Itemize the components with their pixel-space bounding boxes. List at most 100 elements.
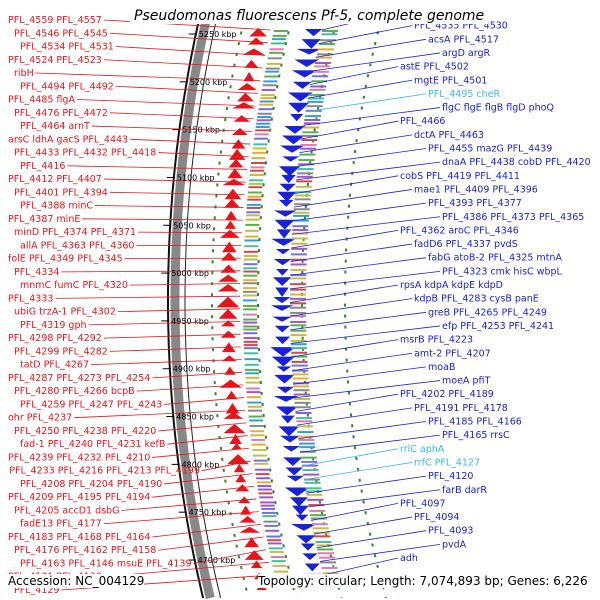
- cog-stripe: [294, 401, 311, 404]
- forward-gene-leader: [316, 530, 427, 549]
- cog-stripe: [260, 94, 275, 97]
- kbp-tick-label: 5000 kbp: [171, 269, 209, 278]
- reverse-gene-leader: [164, 473, 253, 485]
- cog-stripe: [316, 53, 333, 56]
- cog-stripe: [297, 431, 314, 434]
- cog-stripe: [243, 321, 258, 324]
- cog-stripe: [301, 464, 318, 467]
- cog-stripe: [259, 100, 274, 103]
- cog-stripe: [264, 524, 279, 527]
- forward-gene-block: [301, 39, 321, 49]
- cog-stripe: [263, 520, 278, 523]
- kbp-tick-label: 4950 kbp: [171, 317, 209, 326]
- cog-stripe: [309, 509, 326, 512]
- cog-stripe: [295, 411, 312, 414]
- forward-gene-label: argD argR: [442, 48, 491, 59]
- cog-stripe: [243, 263, 258, 266]
- reverse-gene-leader: [117, 308, 241, 313]
- cog-stripe: [321, 566, 338, 569]
- forward-gene-block: [275, 249, 291, 255]
- forward-gene-block: [275, 287, 289, 297]
- reverse-gene-block: [222, 241, 237, 253]
- forward-gene-block: [290, 114, 304, 122]
- forward-gene-block: [276, 366, 292, 372]
- reverse-gene-leader: [115, 85, 258, 94]
- cog-stripe: [244, 245, 259, 248]
- cog-stripe: [293, 389, 310, 392]
- reverse-gene-label: allA PFL_4363 PFL_4360: [20, 240, 134, 251]
- reverse-gene-block: [244, 537, 260, 548]
- kbp-tick-label: 5250 kbp: [199, 30, 237, 39]
- cog-stripe: [290, 343, 307, 346]
- forward-gene-label: PFL_4093: [428, 526, 473, 537]
- cog-stripe: [269, 51, 283, 54]
- cog-stripe: [249, 424, 264, 427]
- forward-gene-label: PFL_4202 PFL_4189: [400, 389, 494, 400]
- cog-stripe: [257, 485, 272, 488]
- reverse-gene-block: [231, 443, 242, 450]
- forward-gene-leader: [300, 434, 441, 453]
- cog-stripe: [244, 363, 259, 366]
- cog-stripe: [246, 211, 261, 214]
- reverse-gene-block: [227, 168, 243, 179]
- forward-gene-label: moaB: [428, 362, 455, 373]
- cog-stripe: [255, 129, 270, 132]
- cog-stripe: [243, 299, 257, 302]
- cog-stripe: [248, 415, 263, 418]
- reverse-gene-label: PFL_4401 PFL_4394: [14, 187, 108, 198]
- cog-stripe: [256, 481, 271, 484]
- cog-stripe: [298, 442, 315, 445]
- gc-ring: [257, 9, 297, 599]
- cog-stripe: [244, 358, 259, 361]
- cog-stripe: [290, 339, 307, 342]
- cog-stripe: [256, 477, 271, 480]
- cog-stripe: [294, 397, 311, 400]
- cog-stripe: [244, 250, 258, 253]
- reverse-gene-leader: [167, 435, 248, 445]
- reverse-gene-block: [223, 423, 246, 434]
- forward-gene-block: [292, 505, 309, 516]
- forward-gene-leader: [307, 79, 413, 99]
- reverse-gene-leader: [158, 536, 264, 551]
- kbp-tick-label: 5050 kbp: [173, 221, 211, 230]
- cog-stripe: [244, 235, 259, 238]
- cog-stripe: [297, 168, 314, 171]
- reverse-gene-block: [220, 320, 236, 327]
- cog-stripe: [243, 340, 258, 343]
- forward-gene-block: [300, 543, 315, 551]
- reverse-gene-leader: [82, 218, 243, 221]
- reverse-gene-block: [224, 198, 240, 208]
- forward-gene-label: PFL_4466: [400, 116, 445, 127]
- forward-gene-block: [274, 210, 297, 217]
- reverse-gene-block: [220, 252, 237, 261]
- reverse-gene-block: [218, 274, 239, 282]
- reverse-gene-label: PFL_4476 PFL_4472: [14, 108, 108, 119]
- backbone-ring: [170, 8, 215, 600]
- forward-gene-label: mae1 PFL_4409 PFL_4396: [414, 184, 538, 195]
- forward-gene-leader: [294, 380, 441, 399]
- cog-stripe: [306, 105, 323, 108]
- cog-stripe: [311, 80, 328, 83]
- cog-stripe: [243, 294, 257, 297]
- cog-stripe: [320, 561, 337, 564]
- cog-stripe: [312, 527, 329, 530]
- cog-stripe: [248, 409, 262, 412]
- reverse-gene-leader: [109, 32, 268, 44]
- forward-gene-leader: [292, 352, 413, 372]
- cog-stripe: [310, 514, 327, 517]
- cog-stripe: [246, 203, 261, 206]
- cog-stripe: [247, 401, 262, 404]
- reverse-gene-label: PFL_4259 PFL_4247 PFL_4243: [20, 399, 162, 410]
- forward-gene-leader: [293, 366, 427, 385]
- cog-stripe: [243, 332, 258, 335]
- cog-stripe: [243, 258, 258, 261]
- cog-stripe: [254, 133, 269, 136]
- reverse-gene-block: [244, 59, 259, 68]
- forward-gene-label: PFL_4535 PFL_4530: [414, 21, 508, 32]
- reverse-gene-leader: [103, 178, 246, 183]
- cog-stripe: [306, 493, 323, 496]
- reverse-gene-block: [239, 526, 260, 533]
- reverse-gene-label: PFL_4524 PFL_4523: [8, 55, 102, 66]
- forward-gene-label: acsA PFL_4517: [428, 34, 499, 45]
